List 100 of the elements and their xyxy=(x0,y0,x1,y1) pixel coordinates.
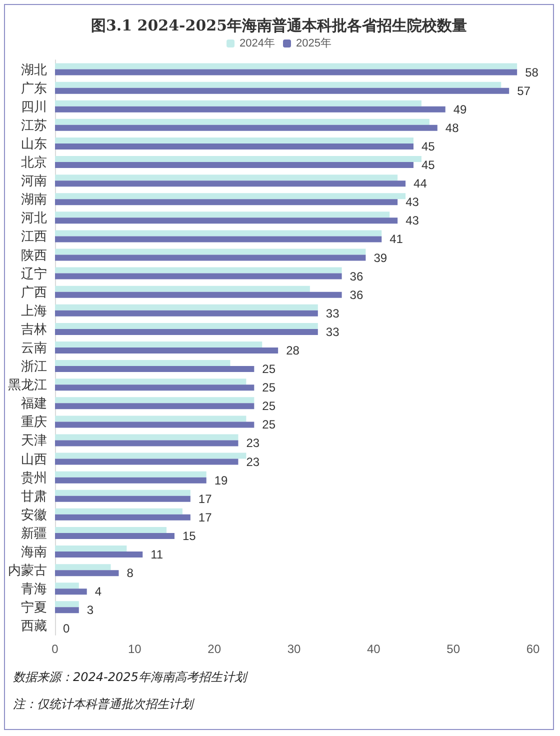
bar xyxy=(55,403,254,410)
y-tick-label: 海南 xyxy=(21,544,47,560)
data-label: 45 xyxy=(422,158,436,172)
bar xyxy=(55,588,87,595)
y-tick-label: 上海 xyxy=(21,302,47,318)
y-tick-label: 山西 xyxy=(21,451,47,466)
y-tick-label: 内蒙古 xyxy=(8,562,47,578)
y-tick-label: 黑龙江 xyxy=(8,377,47,392)
y-tick-label: 福建 xyxy=(21,396,47,411)
y-tick-label: 广东 xyxy=(21,80,47,96)
bar xyxy=(55,422,254,428)
bar xyxy=(55,360,230,366)
text: 注：仅统计本科普通批次招生计划 xyxy=(13,696,196,713)
bar xyxy=(55,322,318,329)
bar xyxy=(55,180,406,187)
bar xyxy=(55,254,366,261)
y-tick-label: 贵州 xyxy=(21,470,47,485)
bar xyxy=(55,440,238,446)
bar xyxy=(55,526,167,533)
bar xyxy=(55,199,398,206)
bar xyxy=(55,124,438,131)
data-label: 23 xyxy=(246,454,260,469)
bar xyxy=(55,267,342,274)
bar xyxy=(55,607,79,614)
bar xyxy=(55,88,510,94)
data-label: 48 xyxy=(445,120,460,135)
data-label: 11 xyxy=(150,548,164,562)
data-label: 58 xyxy=(525,65,539,80)
bar xyxy=(55,342,262,348)
bar xyxy=(55,156,422,162)
y-tick-label: 河南 xyxy=(21,173,47,188)
bar xyxy=(55,490,190,496)
y-tick-label: 宁夏 xyxy=(21,600,47,615)
data-label: 57 xyxy=(517,84,531,98)
y-tick-label: 安徽 xyxy=(21,506,47,522)
bar xyxy=(55,532,174,539)
chart-title: 图3.1 2024-2025年海南普通本科批各省招生院校数量 xyxy=(90,16,468,34)
bar xyxy=(55,477,206,484)
y-tick-label: 青海 xyxy=(21,581,47,596)
data-label: 25 xyxy=(262,418,276,432)
y-tick-label: 四川 xyxy=(21,98,47,114)
y-tick-label: 西藏 xyxy=(21,618,47,634)
data-label: 36 xyxy=(350,269,364,284)
y-tick-label: 新疆 xyxy=(21,525,47,540)
data-label: 3 xyxy=(86,603,94,618)
y-tick-label: 云南 xyxy=(21,340,47,355)
bar xyxy=(55,63,518,70)
legend-label: 2025年 xyxy=(296,38,332,50)
data-label: 28 xyxy=(286,344,300,358)
bar xyxy=(55,471,206,478)
bar xyxy=(55,230,382,236)
bar xyxy=(55,570,119,576)
data-label: 25 xyxy=(262,380,276,395)
bar xyxy=(55,552,143,558)
bar xyxy=(55,212,390,218)
bar xyxy=(55,162,414,168)
bar xyxy=(55,378,246,385)
legend-label: 2024年 xyxy=(240,38,276,50)
bar xyxy=(55,248,366,255)
y-tick-label: 天津 xyxy=(21,432,47,448)
bar xyxy=(55,328,318,335)
bar xyxy=(55,546,127,552)
data-label: 33 xyxy=(326,324,340,339)
bar xyxy=(55,496,190,502)
y-tick-label: 陕西 xyxy=(21,247,47,262)
bar xyxy=(55,69,518,76)
y-tick-label: 重庆 xyxy=(21,414,47,430)
data-label: 39 xyxy=(374,250,388,265)
bar xyxy=(55,118,430,125)
y-tick-label: 湖南 xyxy=(21,192,47,207)
bar xyxy=(55,397,254,404)
x-tick-label: 50 xyxy=(446,642,460,656)
y-tick-label: 山东 xyxy=(21,136,47,151)
data-label: 15 xyxy=(182,528,196,543)
bar xyxy=(55,601,79,608)
bar xyxy=(55,143,414,150)
data-label: 23 xyxy=(246,436,260,450)
y-tick-label: 河北 xyxy=(21,210,47,226)
bar xyxy=(55,564,111,570)
data-label: 25 xyxy=(262,399,276,414)
y-tick-label: 甘肃 xyxy=(21,488,47,504)
y-tick-label: 湖北 xyxy=(21,62,47,77)
y-tick-label: 吉林 xyxy=(21,321,47,336)
x-tick-label: 30 xyxy=(287,642,301,656)
data-label: 49 xyxy=(453,102,468,116)
bar xyxy=(55,174,398,181)
bar xyxy=(55,508,182,514)
y-tick-label: 江苏 xyxy=(21,117,47,132)
bar xyxy=(55,514,190,520)
y-tick-label: 辽宁 xyxy=(21,266,47,281)
bar xyxy=(55,310,318,316)
data-label: 36 xyxy=(350,288,364,302)
y-tick-label: 广西 xyxy=(21,284,47,300)
bar xyxy=(55,106,446,112)
bar xyxy=(55,193,406,200)
bar xyxy=(55,416,246,422)
data-label: 43 xyxy=(406,214,420,228)
bar xyxy=(55,582,79,589)
data-label: 8 xyxy=(126,566,134,580)
bar xyxy=(55,273,342,280)
